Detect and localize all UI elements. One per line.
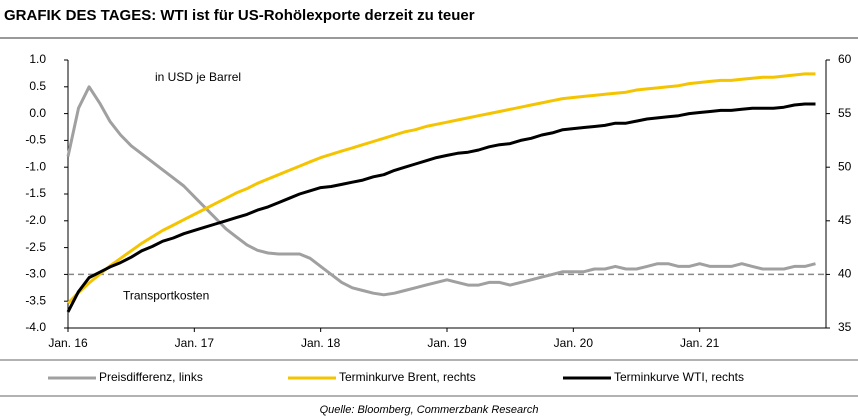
y2-tick-label: 45: [838, 213, 852, 227]
y-tick-label: -0.5: [25, 133, 46, 147]
reference-label: Transportkosten: [123, 289, 209, 303]
series-line: [66, 72, 816, 305]
legend-label: Preisdifferenz, links: [99, 370, 203, 384]
y-tick-label: -1.5: [25, 186, 46, 200]
x-tick-label: Jan. 20: [554, 336, 594, 350]
x-tick-label: Jan. 21: [680, 336, 720, 350]
series-line: [66, 85, 816, 297]
y2-tick-label: 60: [838, 52, 852, 66]
source: Quelle: Bloomberg, Commerzbank Research: [320, 404, 539, 416]
y2-tick-label: 50: [838, 159, 852, 173]
y-tick-label: -4.0: [25, 320, 46, 334]
y-tick-label: 0.0: [29, 106, 46, 120]
y-tick-label: 0.5: [29, 79, 46, 93]
y-tick-label: -3.5: [25, 293, 46, 307]
x-tick-label: Jan. 17: [175, 336, 215, 350]
y2-tick-label: 55: [838, 106, 852, 120]
y-tick-label: -3.0: [25, 267, 46, 281]
x-tick-label: Jan. 19: [427, 336, 467, 350]
x-tick-label: Jan. 16: [48, 336, 88, 350]
y-tick-label: 1.0: [29, 52, 46, 66]
legend-label: Terminkurve WTI, rechts: [614, 370, 744, 384]
annotation: in USD je Barrel: [155, 70, 241, 84]
y2-tick-label: 35: [838, 320, 852, 334]
chart-title: GRAFIK DES TAGES: WTI ist für US-Rohölex…: [4, 7, 475, 24]
series-line: [66, 102, 816, 313]
y-tick-label: -1.0: [25, 159, 46, 173]
y-tick-label: -2.5: [25, 240, 46, 254]
y2-tick-label: 40: [838, 267, 852, 281]
x-tick-label: Jan. 18: [301, 336, 341, 350]
legend-label: Terminkurve Brent, rechts: [339, 370, 476, 384]
y-tick-label: -2.0: [25, 213, 46, 227]
